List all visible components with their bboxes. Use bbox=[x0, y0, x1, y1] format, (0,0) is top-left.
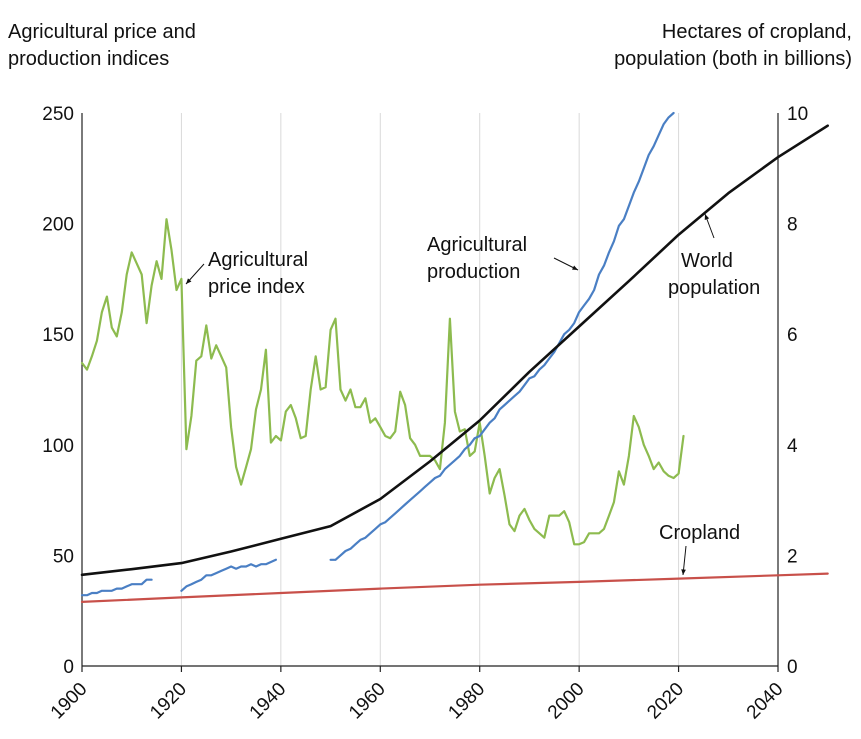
annotation-price-arrow-head bbox=[186, 278, 192, 284]
annotation-production-arrow-head bbox=[572, 265, 578, 270]
right-axis-title-line-2: population (both in billions) bbox=[614, 48, 852, 70]
left-axis-title-line-1: Agricultural price and bbox=[8, 21, 196, 43]
x-tick-label-1900: 1900 bbox=[47, 679, 92, 724]
annotation-population-line-1: World bbox=[681, 250, 733, 272]
right-tick-label-10: 10 bbox=[787, 104, 808, 125]
x-tick-label-2040: 2040 bbox=[743, 679, 788, 724]
series-line-agricultural-production-1 bbox=[80, 578, 153, 597]
right-tick-label-0: 0 bbox=[787, 657, 798, 678]
gridlines bbox=[180, 113, 680, 666]
x-tick-label-1940: 1940 bbox=[246, 679, 291, 724]
x-tick-label-2020: 2020 bbox=[643, 679, 688, 724]
annotation-production-line-1: Agricultural bbox=[427, 234, 527, 256]
left-tick-label-250: 250 bbox=[42, 104, 74, 125]
left-tick-label-200: 200 bbox=[42, 215, 74, 236]
series-line-agricultural-price-index-1 bbox=[80, 218, 685, 546]
series-line-agricultural-production-2 bbox=[180, 558, 277, 592]
annotation-population-arrow-head bbox=[704, 214, 710, 220]
series-layer bbox=[80, 111, 829, 603]
x-tick-label-1980: 1980 bbox=[445, 679, 490, 724]
right-axis-title-line-1: Hectares of cropland, bbox=[662, 21, 852, 43]
annotation-cropland-arrow-head bbox=[681, 569, 686, 575]
left-tick-label-0: 0 bbox=[63, 657, 74, 678]
annotation-price-line-1: Agricultural bbox=[208, 249, 308, 271]
x-tick-label-1920: 1920 bbox=[146, 679, 191, 724]
right-tick-label-8: 8 bbox=[787, 215, 798, 236]
x-tick-label-2000: 2000 bbox=[544, 679, 589, 724]
annotation-cropland: Cropland bbox=[659, 522, 740, 544]
right-tick-label-6: 6 bbox=[787, 325, 798, 346]
left-tick-label-50: 50 bbox=[53, 546, 74, 567]
annotation-production-line-2: production bbox=[427, 261, 520, 283]
annotation-population-line-2: population bbox=[668, 277, 760, 299]
left-axis-title-line-2: production indices bbox=[8, 48, 169, 70]
left-tick-label-150: 150 bbox=[42, 325, 74, 346]
x-tick-label-1960: 1960 bbox=[345, 679, 390, 724]
annotation-price-line-2: price index bbox=[208, 276, 305, 298]
labels-layer: Agricultural price index Agricultural produ… bbox=[185, 213, 760, 576]
series-line-agricultural-production-3 bbox=[329, 111, 675, 561]
series-line-cropland-1 bbox=[80, 572, 829, 603]
right-tick-label-2: 2 bbox=[787, 546, 798, 567]
axes: 1900 1920 1940 1960 1980 2000 2020 204005010015… bbox=[8, 21, 852, 723]
series-line-world-population-1 bbox=[80, 124, 829, 577]
right-tick-label-4: 4 bbox=[787, 436, 798, 457]
left-tick-label-100: 100 bbox=[42, 436, 74, 457]
